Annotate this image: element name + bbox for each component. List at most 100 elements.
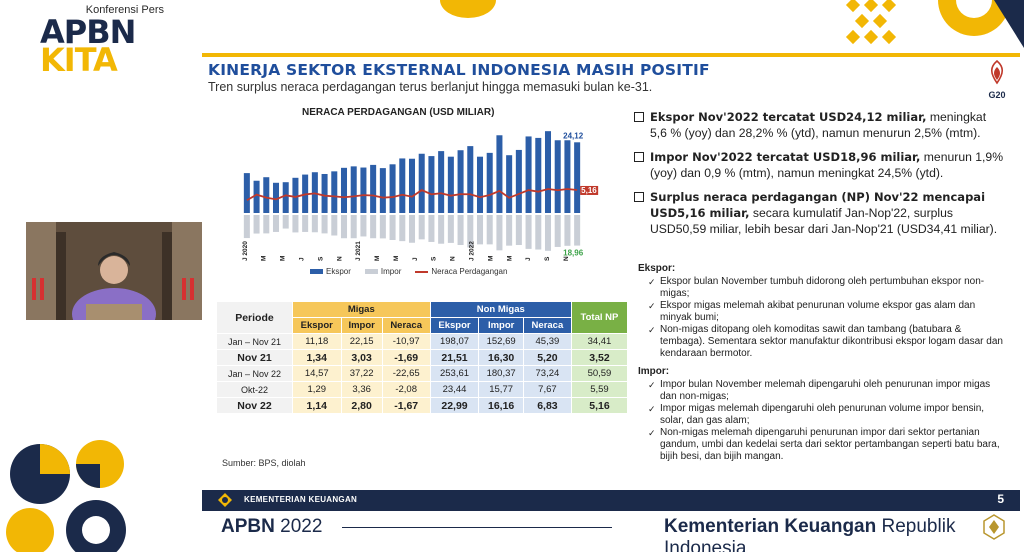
table-cell-m-n: -1,67 [381, 397, 431, 414]
list-item: Non-migas ditopang oleh komoditas sawit … [648, 324, 1006, 360]
bar-ekspor [457, 150, 464, 213]
bar-ekspor [496, 135, 503, 213]
bar-impor [263, 215, 270, 234]
th-total-np: Total NP [570, 301, 629, 334]
bar-impor [379, 215, 386, 239]
table-cell-n-e: 21,51 [429, 349, 480, 366]
table-row: Nov 21 1,34 3,03 -1,69 21,51 16,30 5,20 3,52 [216, 349, 629, 366]
slide-subtitle: Tren surplus neraca perdagangan terus be… [208, 80, 653, 94]
table-cell-n-i: 180,37 [478, 365, 524, 382]
bar-impor [243, 215, 250, 239]
bar-impor [302, 215, 309, 232]
table-cell-m-i: 22,15 [340, 333, 383, 350]
bar-ekspor [418, 153, 425, 213]
table-cell-m-n: -1,69 [381, 349, 431, 366]
legend-neraca: Neraca Perdagangan [415, 267, 507, 276]
bar-impor [321, 215, 328, 234]
table-cell-n-n: 5,20 [522, 349, 572, 366]
bar-ekspor [292, 177, 299, 213]
table-cell-m-n: -10,97 [381, 333, 431, 350]
bar-ekspor [515, 149, 522, 213]
th-migas-impor: Impor [340, 317, 383, 334]
x-tick-label: S [544, 256, 551, 261]
bar-ekspor [253, 180, 260, 213]
bar-ekspor [389, 164, 396, 213]
bar-impor [515, 215, 522, 246]
bar-impor [554, 215, 561, 247]
table-row: Jan – Nov 21 11,18 22,15 -10,97 198,07 152,69… [216, 333, 629, 350]
bar-impor [476, 215, 484, 245]
table-row: Okt-22 1,29 3,36 -2,08 23,44 15,77 7,67 5,59 [216, 381, 629, 398]
table-cell-total: 5,59 [570, 381, 629, 398]
list-item: Impor migas melemah dipengaruhi oleh pen… [648, 403, 1006, 427]
bar-ekspor [506, 155, 513, 213]
x-tick-label: N [336, 256, 343, 261]
x-tick-label: M [393, 256, 400, 261]
bar-impor [370, 215, 377, 239]
bottom-apbn-label: APBN 2022 [221, 516, 323, 537]
chart-title: NERACA PERDAGANGAN (USD MILIAR) [302, 107, 495, 118]
bar-impor [457, 215, 464, 246]
bar-ekspor [399, 158, 406, 213]
table-cell-m-e: 1,29 [291, 381, 342, 398]
line-neraca [246, 188, 578, 202]
table-cell-n-n: 73,24 [522, 365, 572, 382]
top-semicircle-decoration [440, 0, 496, 18]
table-cell-n-e: 198,07 [429, 333, 480, 350]
bar-ekspor [408, 158, 416, 213]
bar-ekspor [350, 166, 357, 213]
table-cell-n-n: 6,83 [522, 397, 572, 414]
table-cell-periode: Jan – Nov 22 [216, 365, 293, 382]
bar-impor [418, 215, 425, 240]
bar-impor [350, 215, 357, 239]
footer-org-name: KEMENTERIAN KEUANGAN [244, 495, 358, 504]
bar-ekspor [564, 140, 571, 213]
table-row: Nov 22 1,14 2,80 -1,67 22,99 16,16 6,83 5,16 [216, 397, 629, 414]
x-tick-label: N [563, 256, 570, 261]
bar-impor [360, 215, 367, 237]
notes-ekspor-heading: Ekspor: [638, 263, 676, 274]
th-migas: Migas [291, 301, 431, 318]
bar-impor [438, 215, 445, 244]
th-non-migas: Non Migas [429, 301, 572, 318]
bar-ekspor [525, 136, 532, 213]
chart-legend: Ekspor Impor Neraca Perdagangan [310, 267, 507, 276]
brand-apbn: APBN [40, 13, 136, 51]
legend-impor: Impor [364, 267, 401, 276]
x-tick-label: M [506, 256, 513, 261]
table-cell-m-i: 3,36 [340, 381, 383, 398]
bar-ekspor [438, 151, 445, 213]
bar-impor [340, 215, 348, 239]
bar-impor [408, 215, 416, 243]
bar-impor [282, 215, 289, 229]
brand-kita: KITA [40, 41, 118, 79]
trade-table: Periode Migas Non Migas Total NP Ekspor … [216, 301, 629, 414]
label-neraca-last-bg [580, 185, 599, 195]
bar-impor [399, 215, 406, 242]
video-thumbnail[interactable] [26, 222, 202, 320]
bar-impor [272, 215, 280, 232]
list-item: Impor bulan November melemah dipengaruhi… [648, 379, 1006, 403]
table-cell-n-e: 23,44 [429, 381, 480, 398]
table-cell-m-e: 14,57 [291, 365, 342, 382]
bar-ekspor [447, 156, 454, 213]
summary-item-impor: Impor Nov'2022 tercatat USD18,96 miliar,… [634, 149, 1006, 181]
bar-impor [486, 215, 493, 245]
checkbox-bullet-icon [634, 192, 644, 202]
th-non-impor: Impor [478, 317, 524, 334]
table-cell-n-n: 7,67 [522, 381, 572, 398]
bar-impor [496, 215, 503, 251]
bar-ekspor [331, 171, 338, 213]
notes-impor-heading: Impor: [638, 366, 670, 377]
presentation-slide: KINERJA SEKTOR EKSTERNAL INDONESIA MASIH… [202, 53, 1020, 511]
table-row: Jan – Nov 22 14,57 37,22 -22,65 253,61 180,37… [216, 365, 629, 382]
table-cell-periode: Okt-22 [216, 381, 293, 398]
x-tick-label: J [299, 257, 306, 261]
top-right-pattern-decoration [845, 0, 1024, 48]
bar-ekspor [544, 131, 552, 213]
bar-impor [253, 215, 260, 234]
trade-balance-chart: 24,12 5,16 18,96 J 2020 M M J S N J 2021 M M J S N J 20… [242, 131, 599, 261]
brand-subtitle: Konferensi Pers [85, 4, 164, 16]
bar-ekspor [467, 146, 474, 213]
summary-list: Ekspor Nov'2022 tercatat USD24,12 miliar… [634, 109, 1006, 245]
